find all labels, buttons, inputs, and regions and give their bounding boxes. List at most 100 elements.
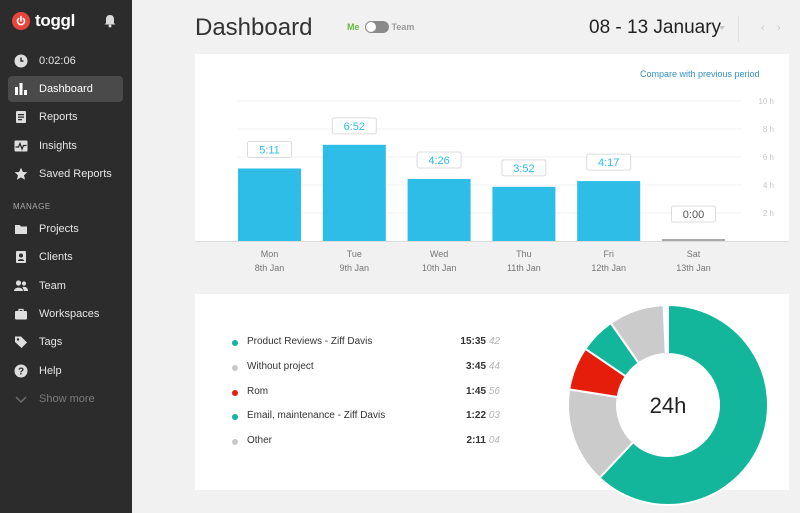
toggle-switch[interactable] [364,21,389,33]
x-day-label: Fri [603,249,614,259]
bar-value-box [671,205,716,223]
project-name: Without project [247,360,314,372]
sidebar-item-saved-reports[interactable]: Saved Reports [8,161,123,187]
team-icon [13,278,29,294]
project-name: Rom [247,385,269,397]
project-row[interactable]: Rom 1:45 56 [232,386,502,400]
star-icon [13,166,29,182]
chevron-down-icon [13,391,29,407]
project-row[interactable]: Email, maintenance - Ziff Davis 1:22 03 [232,410,502,424]
sidebar-item-help[interactable]: ? Help [8,358,123,384]
sidebar-item-team[interactable]: Team [8,273,123,299]
bar[interactable] [238,168,301,241]
compare-previous-period-link[interactable]: Compare with previous period [640,69,760,79]
project-color-dot [232,414,238,421]
x-date-label: 12th Jan [591,263,626,273]
brand-name: toggl [35,11,76,30]
x-day-label: Sat [687,249,701,259]
timer-label: 0:02:06 [39,55,76,67]
next-week-button[interactable]: › [777,22,781,34]
bell-icon[interactable] [102,13,118,29]
project-duration: 3:45 [465,360,486,372]
bar-empty[interactable] [662,239,725,242]
bar[interactable] [577,181,641,241]
bar-chart-icon [13,81,29,97]
project-duration-seconds: 04 [488,435,500,447]
folder-icon [13,221,29,237]
sidebar-item-insights[interactable]: Insights [8,133,123,159]
sidebar-item-label: Reports [39,111,78,123]
pulse-icon [13,138,29,154]
bar-value-box [416,151,462,169]
prev-week-button[interactable]: ‹ [761,22,765,34]
project-color-dot [232,439,238,446]
project-duration-seconds: 44 [488,360,500,372]
sidebar-item-clients[interactable]: Clients [8,244,123,270]
y-tick-label: 6 h [763,153,774,162]
brand[interactable]: toggl [12,11,75,31]
project-color-dot [232,340,238,346]
client-card-icon [13,249,29,265]
sidebar-item-reports[interactable]: Reports [8,104,123,130]
bar-value-box [586,153,632,171]
x-day-label: Wed [430,249,448,259]
x-day-label: Tue [347,249,362,259]
sidebar-item-dashboard[interactable]: Dashboard [8,76,123,102]
bar-value-box [331,117,377,135]
project-name: Email, maintenance - Ziff Davis [247,410,386,422]
sidebar-item-label: Show more [39,393,95,405]
sidebar-item-label: Projects [39,223,79,235]
me-team-toggle[interactable]: Me Team [347,21,414,33]
sidebar-item-label: Insights [39,140,77,152]
project-duration-seconds: 56 [488,385,500,397]
x-date-label: 10th Jan [422,263,457,273]
y-tick-label: 4 h [763,181,774,190]
sidebar-item-label: Team [39,280,66,292]
x-date-label: 11th Jan [507,263,541,273]
project-name: Other [247,435,273,447]
bar-value-label: 6:52 [344,121,365,133]
project-color-dot [232,389,238,396]
toggl-logo-icon [12,12,30,30]
bar-value-label: 5:11 [259,144,280,156]
tag-icon [13,334,29,350]
bar-value-label: 4:17 [598,157,619,169]
sidebar-item-label: Clients [39,251,73,263]
project-duration: 1:22 [465,410,486,422]
bar[interactable] [492,186,556,241]
timer-item[interactable]: 0:02:06 [8,48,123,74]
manage-section-label: MANAGE [13,202,51,211]
clock-icon [13,53,29,69]
report-icon [13,109,29,125]
sidebar-item-show-more[interactable]: Show more [8,386,123,412]
bar-chart: 2 h 4 h 6 h 8 h 10 h 5:11 Mon 8th Jan 6:52 Tue 9th… [195,97,789,273]
svg-text:?: ? [18,367,24,378]
project-row[interactable]: Without project 3:45 44 [232,361,502,375]
page-title: Dashboard [195,14,313,41]
sidebar-item-label: Saved Reports [39,168,112,180]
help-icon: ? [13,363,29,379]
project-duration: 2:11 [466,435,486,447]
project-duration-seconds: 03 [488,410,500,422]
bar-value-label: 3:52 [513,163,534,175]
sidebar-item-tags[interactable]: Tags [8,329,123,355]
x-day-label: Mon [261,249,279,259]
bar[interactable] [322,144,386,241]
sidebar-item-workspaces[interactable]: Workspaces [8,301,123,327]
caret-down-icon[interactable] [719,26,725,30]
bar-value-box [247,140,292,158]
x-date-label: 8th Jan [255,263,285,273]
toggle-me-label: Me [347,22,360,32]
date-range-picker[interactable]: 08 - 13 January [589,17,722,38]
sidebar: toggl 0:02:06 Dashboard Reports Insights… [0,0,132,513]
sidebar-item-projects[interactable]: Projects [8,216,123,242]
toggle-team-label: Team [391,22,415,32]
bar-value-label: 4:26 [428,155,449,167]
project-row[interactable]: Other 2:11 04 [232,435,502,449]
project-color-dot [232,364,238,371]
x-date-label: 13th Jan [676,263,711,273]
briefcase-icon [13,306,29,322]
x-day-label: Thu [516,249,532,259]
bar[interactable] [407,178,471,241]
project-row[interactable]: Product Reviews - Ziff Davis 15:35 42 [232,336,502,350]
